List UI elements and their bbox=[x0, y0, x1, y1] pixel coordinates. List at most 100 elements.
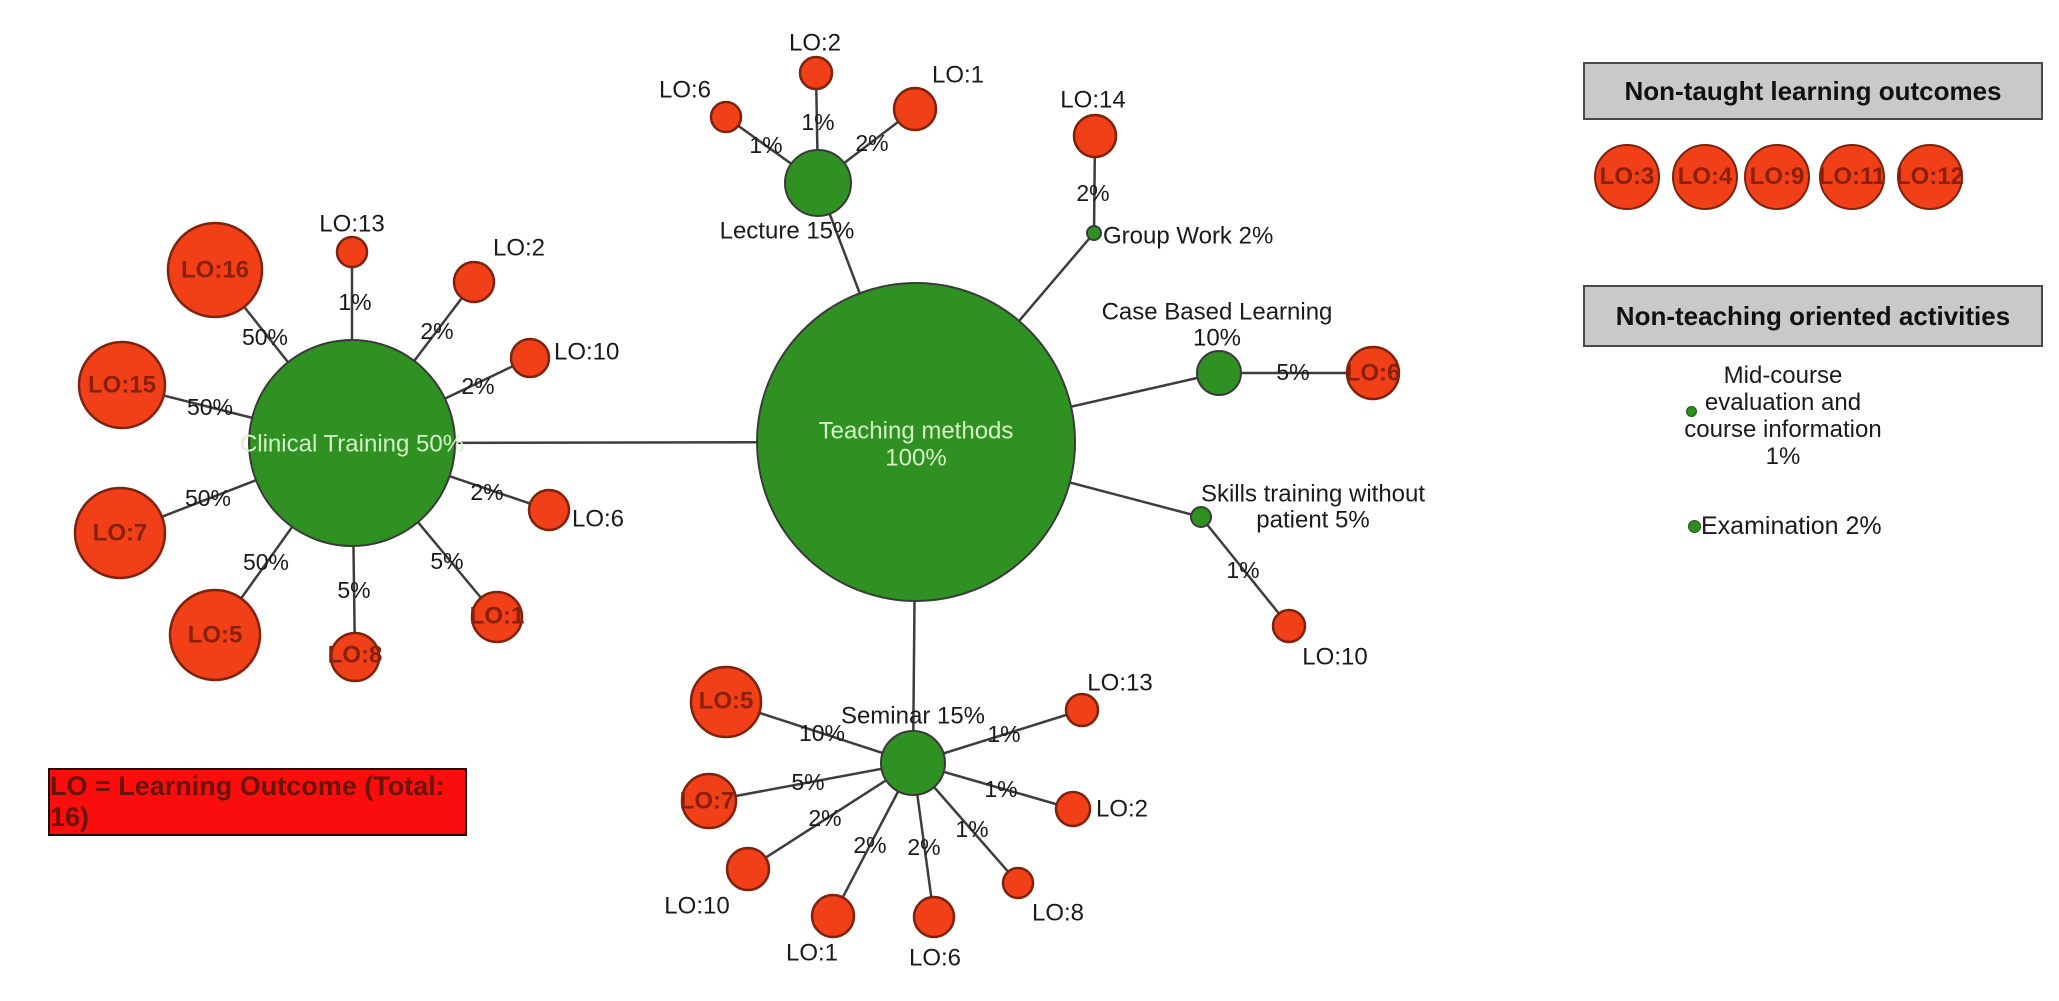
node-c-lo5 bbox=[168, 588, 262, 682]
node-m-lo1 bbox=[810, 893, 856, 939]
label-m-lo6: LO:6 bbox=[909, 945, 961, 972]
edge-label-clinical-c-lo10: 2% bbox=[461, 373, 494, 399]
non-taught-lo3-circle: LO:3 bbox=[1594, 144, 1660, 210]
node-c-lo1 bbox=[470, 590, 524, 644]
label-seminar: Seminar 15% bbox=[841, 703, 985, 730]
label-m-lo1: LO:1 bbox=[786, 940, 838, 967]
edge-label-skills-s-lo10: 1% bbox=[1226, 557, 1259, 583]
mid-course-node-dot bbox=[1686, 406, 1697, 417]
edge-label-lecture-l-lo2: 1% bbox=[801, 109, 834, 135]
label-s-lo10: LO:10 bbox=[1302, 644, 1367, 671]
node-cbl bbox=[1196, 350, 1242, 396]
label-skills-line2: patient 5% bbox=[1256, 507, 1369, 534]
label-c-lo6: LO:6 bbox=[572, 506, 624, 533]
label-c-lo10: LO:10 bbox=[554, 339, 619, 366]
edge-skills-s-lo10 bbox=[1200, 516, 1290, 627]
non-taught-outcomes-title: Non-taught learning outcomes bbox=[1624, 75, 2002, 106]
label-c-lo15: LO:15 bbox=[88, 372, 156, 399]
edge-label-seminar-m-lo2: 1% bbox=[984, 776, 1017, 802]
label-l-lo2: LO:2 bbox=[789, 30, 841, 57]
edge-label-clinical-c-lo5: 50% bbox=[243, 549, 289, 575]
non-taught-lo4-circle: LO:4 bbox=[1672, 144, 1738, 210]
mid-course-percent: 1% bbox=[1765, 443, 1801, 470]
label-c-lo7: LO:7 bbox=[93, 520, 148, 547]
label-cbl-line1: Case Based Learning bbox=[1102, 299, 1333, 326]
node-m-lo6 bbox=[912, 895, 956, 939]
edge-label-clinical-c-lo6: 2% bbox=[470, 479, 503, 505]
lo-abbreviation-key-box: LO = Learning Outcome (Total: 16) bbox=[48, 768, 467, 836]
label-m-lo10: LO:10 bbox=[664, 893, 729, 920]
edge-label-seminar-m-lo10: 2% bbox=[808, 805, 841, 831]
node-teaching bbox=[756, 282, 1076, 602]
label-l-lo6: LO:6 bbox=[659, 77, 711, 104]
label-teaching-line1: Teaching methods bbox=[819, 418, 1014, 445]
mid-course-line3: course information bbox=[1684, 416, 1882, 443]
edge-label-clinical-c-lo15: 50% bbox=[187, 394, 233, 420]
mid-course-label: Mid-course evaluation and course informa… bbox=[1633, 362, 1933, 470]
node-skills bbox=[1190, 506, 1212, 528]
node-c-lo15 bbox=[77, 340, 167, 430]
examination-node-dot bbox=[1688, 520, 1701, 533]
node-groupwork bbox=[1086, 225, 1102, 241]
node-clinical bbox=[248, 339, 456, 547]
edge-label-lecture-l-lo1: 2% bbox=[855, 130, 888, 156]
label-m-lo5: LO:5 bbox=[699, 688, 754, 715]
edge-label-clinical-c-lo7: 50% bbox=[185, 485, 231, 511]
node-c-lo8 bbox=[329, 631, 381, 683]
label-c-lo1: LO:1 bbox=[470, 603, 525, 630]
node-g-lo14 bbox=[1072, 113, 1118, 159]
label-groupwork: Group Work 2% bbox=[1103, 223, 1273, 250]
non-teaching-activities-title: Non-teaching oriented activities bbox=[1615, 300, 2011, 331]
node-m-lo2 bbox=[1054, 790, 1092, 828]
label-c-lo13: LO:13 bbox=[319, 211, 384, 238]
label-clinical: Clinical Training 50% bbox=[240, 431, 464, 458]
node-m-lo7 bbox=[680, 772, 738, 830]
label-teaching-line2: 100% bbox=[885, 445, 946, 472]
node-lecture bbox=[784, 149, 852, 217]
edge-seminar-m-lo7 bbox=[708, 761, 914, 803]
mid-course-line2: evaluation and bbox=[1704, 389, 1862, 416]
examination-label: Examination 2% bbox=[1701, 512, 1882, 540]
edge-label-seminar-m-lo1: 2% bbox=[853, 832, 886, 858]
label-cbl-line2: 10% bbox=[1193, 325, 1241, 352]
edge-label-seminar-m-lo8: 1% bbox=[955, 816, 988, 842]
mid-course-line1: Mid-course bbox=[1723, 362, 1843, 389]
edge-label-groupwork-g-lo14: 2% bbox=[1076, 180, 1109, 206]
node-l-lo6 bbox=[709, 100, 743, 134]
label-c-lo5: LO:5 bbox=[188, 622, 243, 649]
label-cb-lo6: LO:6 bbox=[1346, 360, 1401, 387]
label-lecture: Lecture 15% bbox=[720, 218, 855, 245]
node-c-lo6 bbox=[527, 488, 571, 532]
non-taught-lo9-circle: LO:9 bbox=[1744, 144, 1810, 210]
edge-label-seminar-m-lo13: 1% bbox=[987, 721, 1020, 747]
non-teaching-activities-header: Non-teaching oriented activities bbox=[1583, 285, 2043, 347]
edge-label-clinical-c-lo1: 5% bbox=[430, 548, 463, 574]
node-l-lo2 bbox=[798, 55, 834, 91]
edge-label-clinical-c-lo13: 1% bbox=[338, 289, 371, 315]
node-c-lo10 bbox=[509, 337, 551, 379]
label-c-lo16: LO:16 bbox=[181, 257, 249, 284]
edge-label-clinical-c-lo8: 5% bbox=[337, 577, 370, 603]
edge-label-cbl-cb-lo6: 5% bbox=[1276, 359, 1309, 385]
label-m-lo2: LO:2 bbox=[1096, 796, 1148, 823]
edge-label-seminar-m-lo6: 2% bbox=[907, 834, 940, 860]
node-cb-lo6 bbox=[1345, 345, 1401, 401]
non-taught-lo12-circle: LO:12 bbox=[1896, 144, 1964, 210]
node-c-lo16 bbox=[166, 221, 264, 319]
label-m-lo7: LO:7 bbox=[680, 788, 735, 815]
edge-label-lecture-l-lo6: 1% bbox=[749, 132, 782, 158]
label-m-lo8: LO:8 bbox=[1032, 900, 1084, 927]
label-l-lo1: LO:1 bbox=[932, 62, 984, 89]
node-l-lo1 bbox=[892, 86, 938, 132]
node-c-lo13 bbox=[335, 235, 369, 269]
node-m-lo8 bbox=[1001, 866, 1035, 900]
node-m-lo13 bbox=[1064, 692, 1100, 728]
label-c-lo2: LO:2 bbox=[493, 235, 545, 262]
label-m-lo13: LO:13 bbox=[1087, 670, 1152, 697]
node-m-lo5 bbox=[689, 665, 763, 739]
label-g-lo14: LO:14 bbox=[1060, 87, 1125, 114]
non-taught-lo11-circle: LO:11 bbox=[1819, 144, 1885, 210]
lo-abbreviation-key-text: LO = Learning Outcome (Total: 16) bbox=[50, 771, 445, 832]
